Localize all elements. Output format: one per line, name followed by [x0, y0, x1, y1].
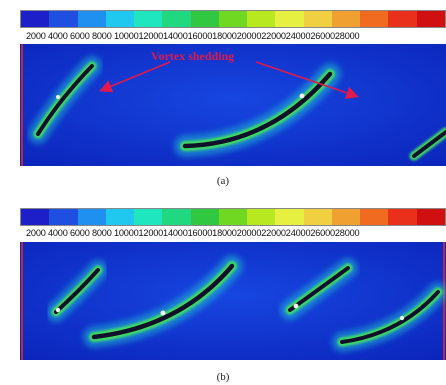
- colorbar-swatch: [162, 209, 193, 225]
- colorbar-swatch: [416, 209, 445, 225]
- colorbar-swatch: [331, 209, 363, 225]
- annotation-arrow-right: [255, 61, 360, 99]
- colorbar-swatch: [105, 209, 136, 225]
- blade-2-b: [83, 255, 243, 348]
- colorbar-swatch: [360, 209, 391, 225]
- colorbar-swatch: [388, 209, 419, 225]
- blade-2-a: [174, 63, 341, 157]
- caption-b: (b): [216, 371, 230, 383]
- contour-field-a: Vortex shedding: [20, 44, 446, 166]
- annotation-vortex-shedding: Vortex shedding: [151, 49, 234, 63]
- colorbar-swatch: [303, 209, 334, 225]
- colorbar-swatch: [77, 209, 108, 225]
- colorbar-swatch: [21, 209, 52, 225]
- panel-a: 2000 4000 6000 8000 10000120001400016000…: [0, 0, 446, 190]
- colorbar-swatch: [218, 209, 249, 225]
- colorbar-swatch: [49, 209, 80, 225]
- colorbar-swatch: [247, 209, 278, 225]
- blade-4-b: [332, 282, 446, 352]
- annotation-arrow-left: [99, 61, 171, 93]
- colorbar-labels-b: 2000 4000 6000 8000 10000120001400016000…: [20, 228, 446, 240]
- caption-a: (a): [216, 175, 230, 187]
- blade-1-b: [46, 260, 108, 322]
- colorbar-swatch: [134, 209, 165, 225]
- blade-1-a: [28, 56, 102, 144]
- colorbar-label-text-b: 2000 4000 6000 8000 10000120001400016000…: [26, 228, 360, 238]
- contour-field-b: [20, 242, 446, 360]
- blade-3-b: [280, 258, 358, 320]
- colorbar-a: [20, 10, 446, 28]
- colorbar-swatch: [416, 11, 445, 27]
- colorbar-label-text-a: 2000 4000 6000 8000 10000120001400016000…: [26, 31, 360, 41]
- blade-3-a: [409, 127, 446, 161]
- colorbar-swatch: [190, 209, 221, 225]
- colorbar-labels-a: 2000 4000 6000 8000 10000120001400016000…: [20, 31, 446, 43]
- colorbar-swatch: [275, 209, 306, 225]
- colorbar-b: [20, 208, 446, 226]
